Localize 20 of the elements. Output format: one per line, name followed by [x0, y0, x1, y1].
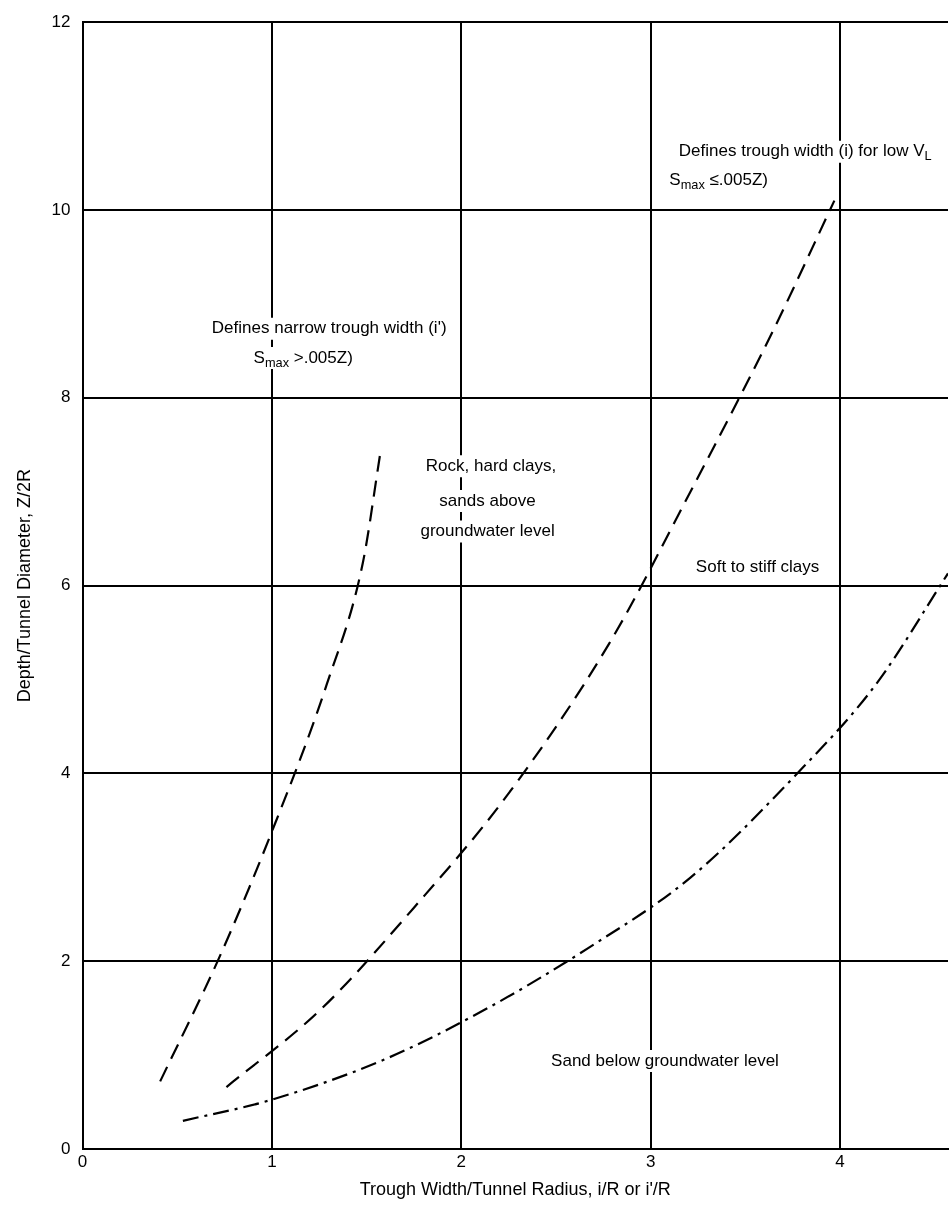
y-tick-label: 0: [61, 1138, 71, 1158]
x-tick-label: 4: [835, 1151, 845, 1171]
y-tick-label: 10: [51, 199, 71, 219]
x-tick-label: 2: [456, 1151, 467, 1171]
annotation: Sand below groundwater level: [551, 1050, 779, 1070]
x-axis-title: Trough Width/Tunnel Radius, i/R or i'/R: [359, 1179, 671, 1200]
annotation: sands above: [439, 490, 536, 510]
x-tick-label: 3: [645, 1151, 656, 1171]
y-tick-label: 12: [51, 11, 71, 31]
x-tick-label: 1: [267, 1151, 277, 1171]
annotation: Defines narrow trough width (i'): [211, 318, 447, 338]
annotation: groundwater level: [420, 521, 555, 541]
y-tick-label: 4: [61, 763, 71, 783]
y-tick-label: 8: [61, 387, 71, 407]
y-tick-label: 6: [61, 575, 71, 595]
annotation: Rock, hard clays,: [425, 455, 557, 475]
y-axis-title: Depth/Tunnel Diameter, Z/2R: [13, 468, 34, 703]
annotation: Soft to stiff clays: [695, 557, 820, 577]
y-tick-label: 2: [61, 950, 71, 970]
x-tick-label: 0: [77, 1151, 88, 1171]
